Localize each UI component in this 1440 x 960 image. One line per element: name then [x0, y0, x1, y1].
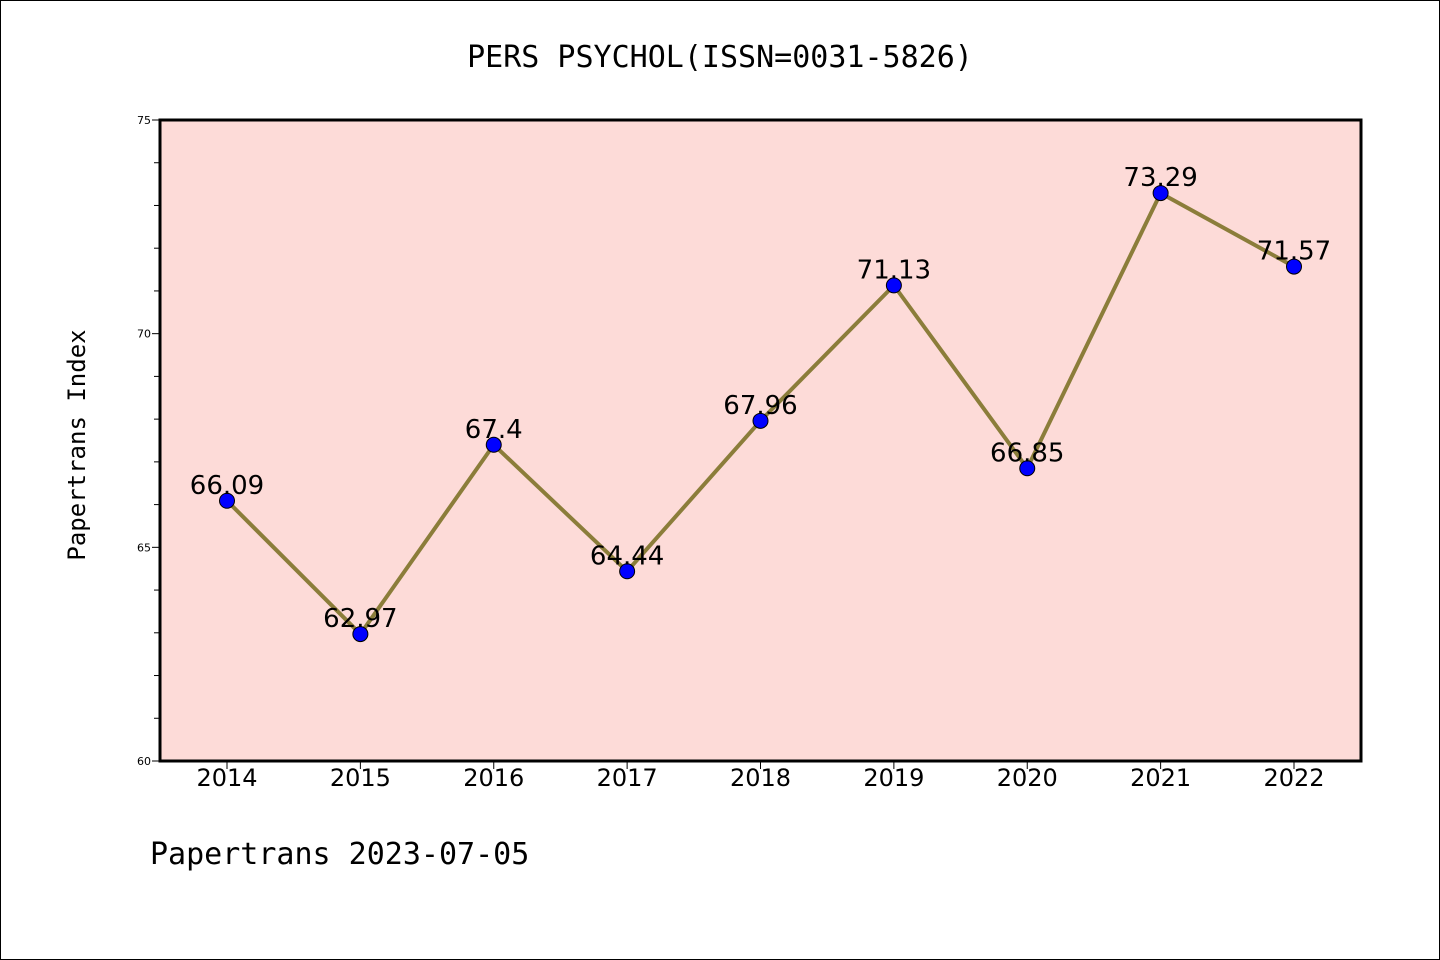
data-label: 62.97 — [323, 604, 397, 634]
data-point — [352, 626, 369, 643]
data-point — [219, 492, 235, 509]
data-label: 73.29 — [1123, 163, 1197, 193]
chart-title: PERS PSYCHOL(ISSN=0031-5826) — [467, 40, 973, 75]
x-tick-label: 2018 — [730, 764, 791, 792]
data-point — [885, 277, 902, 294]
data-label: 66.09 — [190, 471, 264, 501]
x-tick-label: 2019 — [863, 764, 924, 792]
x-tick-label: 2017 — [597, 764, 658, 792]
x-tick-label: 2020 — [997, 764, 1058, 792]
data-point — [485, 436, 502, 453]
plot-border — [158, 118, 1363, 763]
footer-note: Papertrans 2023-07-05 — [150, 837, 529, 872]
series-line: 66.09 62.97 67.4 64.44 67.96 71.13 66.85 73.29 7… — [190, 163, 1331, 643]
x-tick-label: 2015 — [330, 764, 391, 792]
data-label: 67.4 — [465, 415, 523, 445]
y-tick-label: 65 — [137, 541, 151, 554]
plot-area — [160, 120, 1361, 761]
data-point — [619, 563, 636, 580]
y-tick-label: 70 — [137, 328, 151, 341]
data-point — [1019, 460, 1036, 477]
data-label: 67.96 — [723, 391, 797, 421]
data-label: 66.85 — [990, 438, 1064, 468]
x-tick-label: 2021 — [1130, 764, 1191, 792]
y-tick-label: 60 — [137, 755, 151, 768]
data-label: 71.13 — [857, 255, 931, 285]
data-label: 71.57 — [1257, 237, 1331, 267]
x-tick-label: 2014 — [196, 764, 257, 792]
x-tick-label: 2022 — [1263, 764, 1324, 792]
data-point — [1152, 185, 1169, 202]
data-point — [1286, 258, 1302, 275]
x-tick-label: 2016 — [463, 764, 524, 792]
y-tick-label: 75 — [137, 114, 151, 127]
y-axis-label: Papertrans Index — [63, 329, 91, 560]
data-label: 64.44 — [590, 541, 664, 571]
data-point — [752, 412, 769, 429]
axes: 60 65 70 75 2014 2015 2016 2017 2018 2019 2020 2021… — [137, 114, 1325, 792]
